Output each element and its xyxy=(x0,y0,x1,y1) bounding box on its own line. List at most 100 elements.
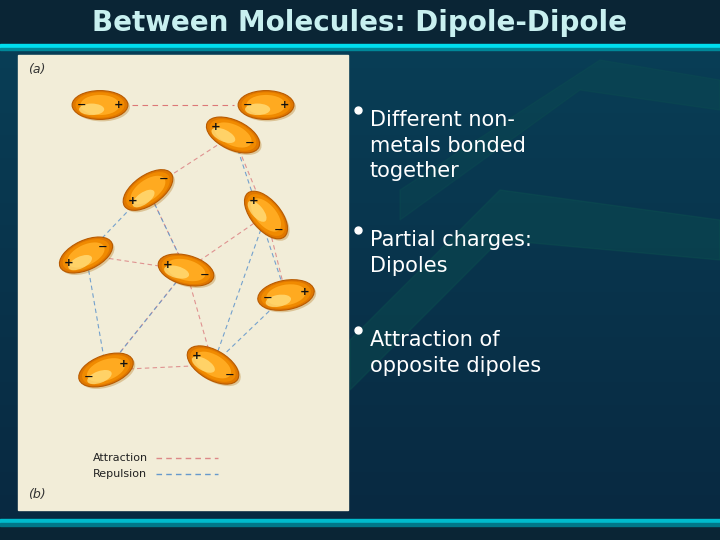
Bar xyxy=(0,403,720,404)
Text: −: − xyxy=(246,138,255,148)
Ellipse shape xyxy=(164,266,189,279)
Bar xyxy=(0,395,720,396)
Bar xyxy=(0,55,720,56)
Ellipse shape xyxy=(260,282,316,312)
Bar xyxy=(0,301,720,302)
Bar xyxy=(0,237,720,238)
Bar xyxy=(0,293,720,294)
Bar xyxy=(0,345,720,346)
Polygon shape xyxy=(350,190,720,390)
Bar xyxy=(0,186,720,187)
Bar xyxy=(0,333,720,334)
Bar xyxy=(0,515,720,516)
Bar xyxy=(0,490,720,491)
Bar xyxy=(0,190,720,191)
Bar xyxy=(0,11,720,12)
Bar xyxy=(0,314,720,315)
Bar xyxy=(0,257,720,258)
Bar xyxy=(0,135,720,136)
Bar xyxy=(0,270,720,271)
Bar xyxy=(0,373,720,374)
Bar xyxy=(0,485,720,486)
Bar xyxy=(0,458,720,459)
Bar xyxy=(0,188,720,189)
Ellipse shape xyxy=(132,190,155,207)
Bar xyxy=(0,57,720,58)
Bar xyxy=(0,45,720,46)
Bar xyxy=(0,59,720,60)
Bar xyxy=(0,152,720,153)
Bar xyxy=(0,15,720,16)
Bar xyxy=(0,288,720,289)
Bar xyxy=(0,19,720,20)
Bar xyxy=(0,92,720,93)
Ellipse shape xyxy=(60,237,112,273)
Bar xyxy=(0,205,720,206)
Text: +: + xyxy=(279,100,289,110)
Bar xyxy=(0,255,720,256)
Bar xyxy=(0,400,720,401)
Bar xyxy=(0,392,720,393)
Bar xyxy=(0,522,720,523)
Bar xyxy=(0,311,720,312)
Bar xyxy=(0,364,720,365)
Bar xyxy=(0,470,720,471)
Bar xyxy=(0,322,720,323)
Bar xyxy=(0,421,720,422)
Bar xyxy=(0,182,720,183)
Bar xyxy=(0,472,720,473)
Bar xyxy=(0,256,720,257)
Bar xyxy=(0,243,720,244)
Bar xyxy=(0,366,720,367)
Bar xyxy=(0,416,720,417)
Bar xyxy=(0,187,720,188)
Bar xyxy=(0,315,720,316)
Bar xyxy=(0,354,720,355)
Bar xyxy=(0,406,720,407)
Bar xyxy=(0,514,720,515)
Bar xyxy=(0,155,720,156)
Bar xyxy=(0,180,720,181)
Bar xyxy=(0,174,720,175)
Bar xyxy=(0,253,720,254)
Bar xyxy=(0,528,720,529)
Bar xyxy=(0,234,720,235)
Bar xyxy=(0,369,720,370)
Bar xyxy=(0,52,720,53)
Bar xyxy=(0,51,720,52)
Bar xyxy=(0,305,720,306)
Bar xyxy=(0,229,720,230)
Bar xyxy=(0,41,720,42)
Bar xyxy=(0,245,720,246)
Bar xyxy=(0,346,720,347)
Bar xyxy=(0,336,720,337)
Bar xyxy=(0,93,720,94)
Bar xyxy=(0,442,720,443)
Bar xyxy=(0,242,720,243)
Bar xyxy=(0,46,720,47)
Bar xyxy=(0,3,720,4)
Ellipse shape xyxy=(68,255,92,270)
Bar xyxy=(0,251,720,252)
Bar xyxy=(0,377,720,378)
Bar xyxy=(0,420,720,421)
Ellipse shape xyxy=(245,104,270,115)
Bar xyxy=(0,463,720,464)
Bar xyxy=(0,329,720,330)
Bar xyxy=(0,513,720,514)
Bar xyxy=(0,148,720,149)
Bar xyxy=(0,342,720,343)
Bar xyxy=(0,248,720,249)
Bar xyxy=(0,269,720,270)
Bar xyxy=(0,150,720,151)
Bar xyxy=(0,387,720,388)
Bar xyxy=(0,94,720,95)
Bar xyxy=(0,65,720,66)
Bar xyxy=(0,9,720,10)
Bar xyxy=(0,484,720,485)
Bar xyxy=(0,379,720,380)
Bar xyxy=(0,217,720,218)
Text: (b): (b) xyxy=(28,488,45,501)
Bar xyxy=(0,526,720,527)
Bar xyxy=(0,397,720,398)
